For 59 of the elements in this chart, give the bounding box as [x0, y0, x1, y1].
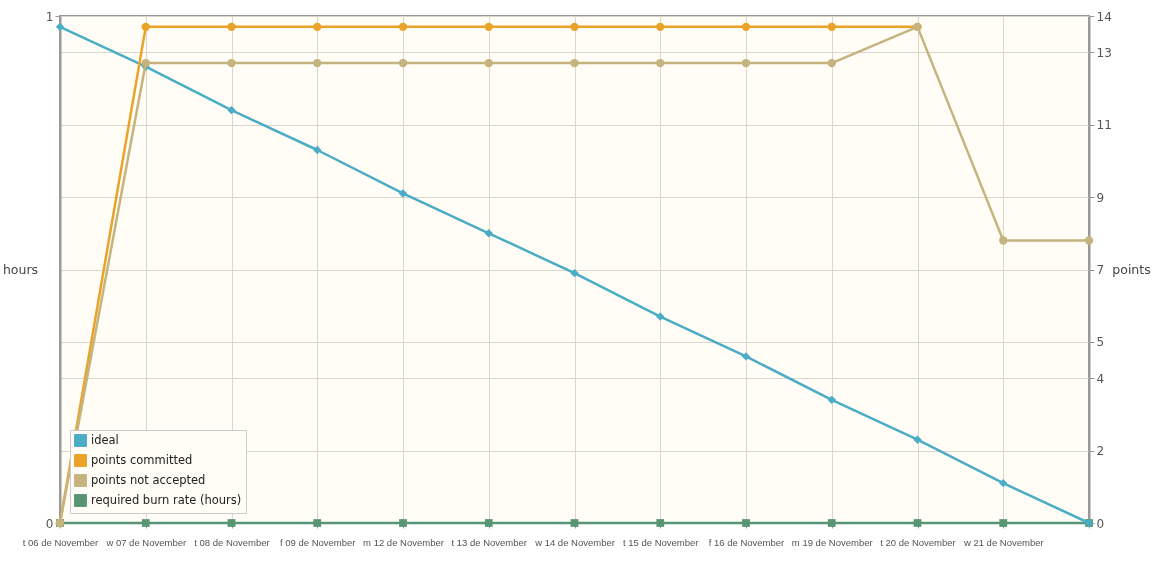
point	[141, 58, 150, 68]
point	[227, 105, 236, 115]
point	[484, 58, 493, 68]
point	[227, 58, 236, 68]
x-tick-label: t 15 de November	[622, 536, 699, 548]
y2-tick-label: 4	[1096, 371, 1105, 386]
point	[656, 22, 665, 32]
point	[398, 189, 408, 198]
legend-label: points committed	[91, 452, 193, 467]
y2-tick-label: 13	[1096, 45, 1112, 60]
y2-tick-label: 7	[1096, 263, 1105, 277]
y2-tick-label: 5	[1096, 335, 1105, 350]
y2-tick-label: 0	[1096, 516, 1105, 531]
y-tick-label: 1	[45, 9, 54, 24]
point	[484, 229, 493, 238]
point	[484, 22, 493, 32]
x-tick-label: m 12 de November	[363, 536, 444, 548]
y2-tick-label: 9	[1096, 190, 1105, 205]
x-tick-label: m 19 de November	[791, 536, 873, 548]
y2-tick-label: 2	[1096, 444, 1105, 459]
point	[313, 58, 322, 68]
point	[741, 352, 751, 361]
y-axis-title: hours	[2, 262, 39, 277]
point	[827, 22, 836, 32]
point	[313, 145, 322, 155]
point	[55, 22, 65, 32]
legend-label: required burn rate (hours)	[91, 492, 242, 507]
x-tick-label: f 09 de November	[279, 536, 356, 548]
point	[741, 58, 751, 68]
point	[570, 58, 579, 68]
point	[398, 22, 408, 32]
x-tick-label: t 20 de November	[880, 536, 956, 548]
legend-label: ideal	[91, 432, 119, 447]
point	[570, 268, 579, 278]
point	[827, 58, 836, 68]
x-tick-label: f 16 de November	[708, 536, 785, 548]
y2-tick-label: 11	[1096, 118, 1112, 133]
point	[398, 58, 408, 68]
point	[227, 22, 236, 32]
x-tick-label: w 21 de November	[962, 536, 1044, 548]
point	[313, 22, 322, 32]
y2-axis-title: points	[1112, 262, 1151, 277]
point	[141, 22, 150, 32]
point	[827, 395, 836, 405]
y2-tick-label: 14	[1096, 9, 1112, 24]
legend-label: points not accepted	[91, 472, 206, 487]
x-tick-label: w 07 de November	[105, 536, 187, 548]
point	[913, 435, 922, 444]
point	[656, 312, 665, 321]
point	[741, 22, 751, 32]
x-tick-label: t 08 de November	[194, 536, 270, 548]
x-tick-label: t 13 de November	[451, 536, 528, 548]
point	[999, 236, 1008, 245]
point	[1084, 236, 1094, 245]
x-tick-label: w 14 de November	[534, 536, 615, 548]
x-tick-label: t 06 de November	[22, 536, 99, 548]
point	[570, 22, 579, 32]
point	[656, 58, 665, 68]
point	[999, 478, 1008, 488]
